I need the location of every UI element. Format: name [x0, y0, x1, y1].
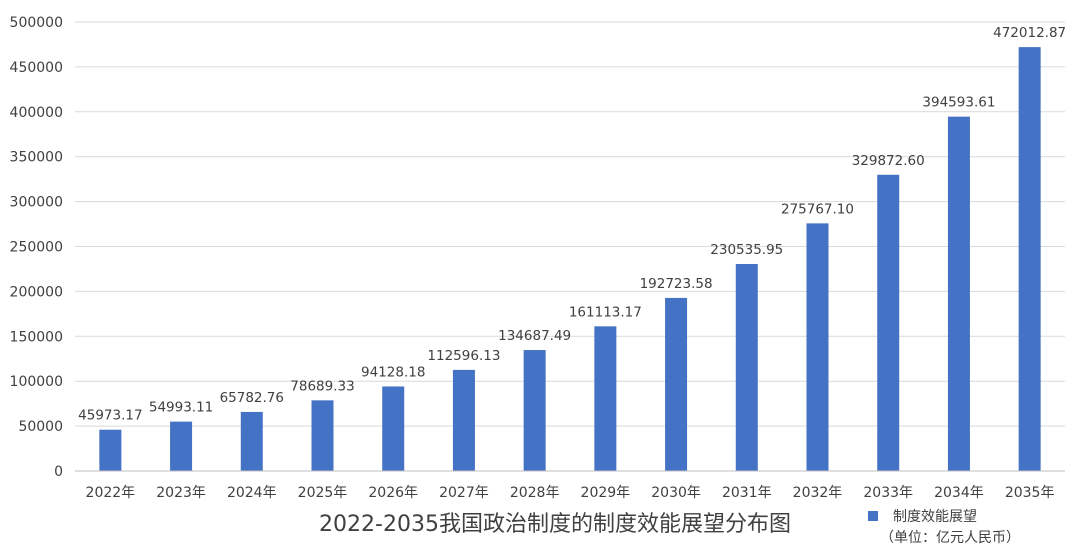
y-tick-label: 100000 [10, 374, 63, 390]
legend-swatch [868, 511, 878, 521]
bar [99, 429, 122, 471]
data-label: 230535.95 [710, 242, 783, 258]
data-label: 161113.17 [569, 304, 642, 320]
x-tick-label: 2034年 [934, 485, 984, 501]
x-tick-label: 2022年 [86, 485, 136, 501]
x-tick-label: 2031年 [722, 485, 772, 501]
y-tick-label: 150000 [10, 329, 63, 345]
data-label: 65782.76 [220, 390, 284, 406]
y-tick-label: 350000 [10, 150, 63, 166]
y-tick-label: 200000 [10, 284, 63, 300]
x-tick-label: 2029年 [581, 485, 631, 501]
x-tick-label: 2035年 [1005, 485, 1055, 501]
x-tick-label: 2030年 [651, 485, 701, 501]
x-tick-label: 2027年 [439, 485, 489, 501]
bar [877, 174, 900, 471]
legend-unit-note: （单位：亿元人民币） [880, 530, 1020, 546]
y-tick-label: 0 [54, 464, 63, 480]
data-label: 112596.13 [427, 348, 500, 364]
bar [382, 386, 405, 471]
x-tick-label: 2026年 [368, 485, 418, 501]
x-tick-label: 2032年 [793, 485, 843, 501]
legend-series-label: 制度效能展望 [893, 509, 977, 525]
y-tick-label: 250000 [10, 240, 63, 256]
bar [452, 369, 475, 471]
bar [523, 350, 546, 471]
data-labels: 45973.17 54993.11 65782.76 78689.33 94128.18… [78, 25, 1066, 424]
gridlines [75, 21, 1065, 427]
x-axis-ticks: 2022年 2023年 2024年 2025年 2026年 2027年 2028年 2029年… [86, 485, 1055, 501]
bar [594, 326, 617, 471]
data-label: 54993.11 [149, 400, 213, 416]
bar [311, 400, 334, 471]
y-tick-label: 500000 [10, 15, 63, 31]
data-label: 275767.10 [781, 201, 854, 217]
bar [665, 297, 688, 471]
bar [947, 116, 970, 471]
data-label: 45973.17 [78, 408, 142, 424]
legend: 制度效能展望 （单位：亿元人民币） [868, 509, 1020, 546]
y-tick-label: 300000 [10, 195, 63, 211]
y-axis-ticks: 0 50000 100000 150000 200000 250000 300000 3500… [10, 15, 63, 480]
y-tick-label: 400000 [10, 105, 63, 121]
bar [1018, 47, 1041, 471]
bar [170, 421, 193, 471]
y-tick-label: 50000 [18, 419, 63, 435]
data-label: 94128.18 [361, 364, 425, 380]
bar [240, 411, 263, 471]
chart-title: 2022-2035我国政治制度的制度效能展望分布图 [319, 512, 791, 537]
x-tick-label: 2028年 [510, 485, 560, 501]
data-label: 134687.49 [498, 328, 571, 344]
x-tick-label: 2025年 [298, 485, 348, 501]
x-tick-label: 2033年 [863, 485, 913, 501]
y-tick-label: 450000 [10, 60, 63, 76]
data-label: 329872.60 [852, 153, 925, 169]
bar [735, 263, 758, 471]
x-tick-label: 2024年 [227, 485, 277, 501]
data-label: 192723.58 [640, 276, 713, 292]
bar [806, 223, 829, 471]
data-label: 472012.87 [993, 25, 1066, 41]
bars [99, 47, 1041, 471]
x-tick-label: 2023年 [156, 485, 206, 501]
data-label: 78689.33 [290, 378, 354, 394]
data-label: 394593.61 [922, 95, 995, 111]
